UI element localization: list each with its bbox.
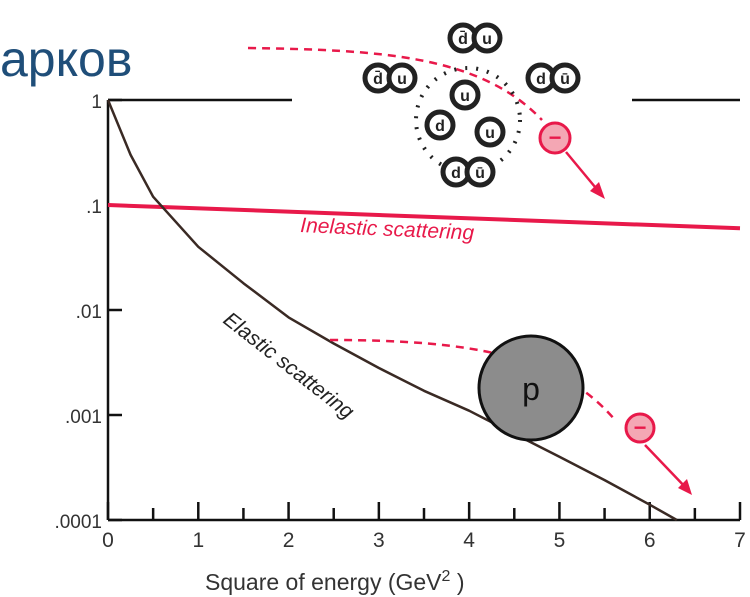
quark-pair: d̄ u	[362, 62, 418, 94]
x-axis-title-suffix: )	[450, 569, 464, 595]
electron-label-lower: −	[634, 415, 647, 440]
quark-label: ū	[475, 165, 485, 182]
y-tick-label: .001	[65, 407, 102, 428]
quark-layer: d̄ ud̄ u d ūud ud ū	[362, 22, 581, 188]
x-tick-label: 1	[192, 529, 204, 552]
y-tick-label: .1	[86, 197, 102, 218]
quark-label: ū	[560, 71, 570, 88]
proton-label: p	[522, 371, 540, 407]
quark-ball	[449, 79, 481, 111]
x-axis-title: Square of energy (GeV2 )	[205, 568, 465, 595]
quark-label: d	[435, 118, 445, 135]
quark-ball	[474, 116, 506, 148]
elastic-series-label: Elastic scattering	[219, 308, 358, 424]
quark-cluster-icon	[414, 66, 522, 174]
x-tick-label: 4	[463, 529, 475, 552]
proton-diagram: p −	[329, 334, 692, 495]
quark-pair: d	[424, 109, 456, 141]
electron-label-upper: −	[549, 125, 562, 150]
elastic-series-line	[106, 99, 678, 522]
quark-ball	[386, 62, 418, 94]
electron-path-upper	[247, 46, 543, 121]
y-tick-label: .0001	[54, 512, 102, 533]
quark-label: d	[451, 165, 461, 182]
quark-ball	[471, 22, 503, 54]
slide-heading: арков	[0, 31, 133, 87]
quark-pair: d̄ u	[447, 22, 503, 54]
electron-icon	[624, 412, 656, 444]
quark-ball	[424, 109, 456, 141]
quark-ball	[464, 156, 496, 188]
x-axis-title-exponent: 2	[442, 568, 451, 585]
y-tick-label: 1	[91, 92, 102, 113]
x-tick-label: 7	[734, 529, 746, 552]
quark-label: u	[460, 88, 470, 105]
electron-arrow-lower	[644, 444, 689, 491]
electron-arrow-upper	[565, 151, 601, 194]
series-layer	[106, 99, 741, 522]
y-axis-ticks: 1 .1 .01 .001 .0001	[54, 92, 122, 533]
x-axis-ticks: 0 1 2 3 4 5 6 7	[102, 502, 746, 552]
x-tick-label: 0	[102, 529, 114, 552]
electron-icon-upper	[538, 121, 572, 155]
plot-axes	[106, 98, 740, 522]
x-tick-label: 2	[283, 529, 295, 552]
quark-label: u	[397, 71, 407, 88]
electron-arrowhead-lower	[678, 479, 692, 495]
quark-pair: u	[449, 79, 481, 111]
quark-cluster-diagram: − d̄ ud̄ u d ūud ud ū	[247, 22, 605, 199]
x-tick-label: 3	[373, 529, 385, 552]
quark-label: d	[536, 71, 546, 88]
x-tick-label: 6	[644, 529, 656, 552]
x-tick-label: 5	[554, 529, 566, 552]
quark-label: d̄	[458, 29, 468, 48]
x-axis-title-prefix: Square of energy (GeV	[205, 569, 442, 595]
quark-label: u	[485, 125, 495, 142]
y-tick-label: .01	[76, 302, 102, 323]
quark-pair: u	[474, 116, 506, 148]
quark-label: d̄	[373, 69, 383, 88]
inelastic-series-line	[107, 203, 741, 231]
proton-icon	[477, 334, 585, 442]
quark-ball	[549, 62, 581, 94]
quark-label: u	[482, 31, 492, 48]
electron-arrowhead-upper	[590, 182, 605, 199]
